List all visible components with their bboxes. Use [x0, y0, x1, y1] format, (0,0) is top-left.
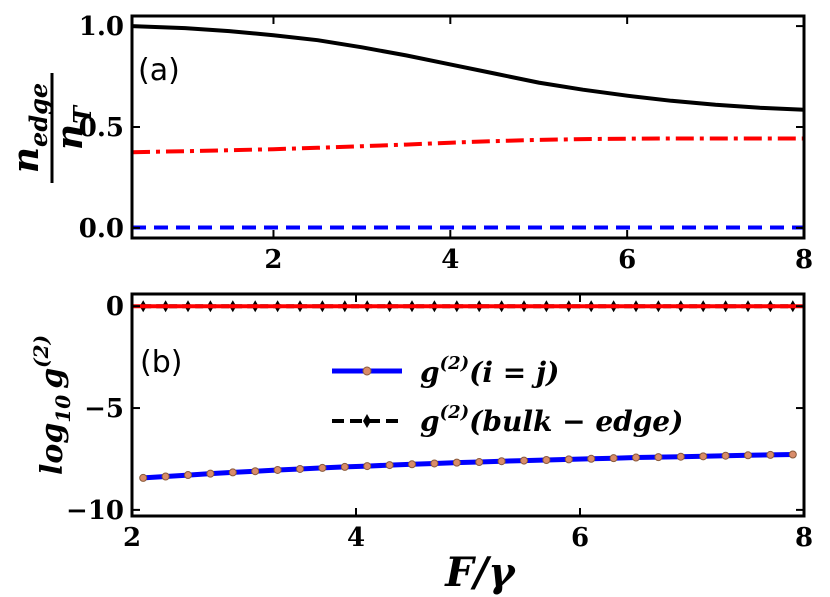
data-point-marker	[699, 452, 708, 461]
series-line-0-1	[131, 136, 804, 155]
legend-label-g2-i-eq-j: g(2)(i = j)	[420, 353, 559, 389]
data-point-marker	[206, 469, 215, 478]
data-point-marker	[363, 462, 372, 471]
series-line-0-0	[131, 24, 805, 112]
panel-a-ylabel-denominator: nT	[49, 104, 97, 150]
panel-b-ticks: 2 4 6 8 0 −5 −10	[66, 292, 813, 553]
data-point-marker	[452, 458, 461, 467]
data-point-marker	[296, 464, 304, 473]
data-point-marker	[744, 451, 752, 460]
y-tick-label: 0	[106, 292, 124, 322]
data-point-marker	[385, 461, 394, 470]
data-point-marker	[609, 454, 618, 463]
data-point-marker	[475, 458, 484, 467]
data-point-marker	[564, 455, 573, 464]
y-tick-label: 1.0	[79, 12, 124, 42]
data-point-marker	[273, 465, 282, 474]
data-point-marker	[430, 459, 439, 468]
y-tick-label: −10	[66, 496, 124, 526]
data-point-marker	[184, 471, 192, 480]
x-tick-label: 6	[571, 523, 589, 553]
x-tick-label: 2	[264, 245, 282, 275]
data-point-marker	[497, 457, 506, 466]
legend-swatch-diamond	[363, 414, 371, 428]
panel-b-frame	[130, 292, 806, 518]
panel-b-ylabel-text: log10g(2)	[29, 335, 75, 475]
data-point-marker	[318, 463, 327, 472]
data-point-marker	[139, 473, 148, 482]
x-tick-label: 4	[347, 523, 365, 553]
panel-b-series	[132, 300, 804, 482]
data-point-marker	[228, 468, 237, 477]
x-tick-label: 8	[795, 523, 813, 553]
data-point-marker	[542, 455, 551, 464]
data-point-marker	[520, 456, 528, 465]
x-tick-label: 4	[441, 245, 459, 275]
data-point-marker	[340, 462, 349, 471]
data-point-marker	[676, 452, 685, 461]
panel-b-label: (b)	[140, 345, 182, 380]
legend-swatch-marker	[362, 366, 372, 376]
legend-label-g2-bulk-edge: g(2)(bulk − edge)	[420, 402, 683, 438]
y-tick-label: −5	[84, 394, 124, 424]
panel-a-ylabel: nedge nT	[5, 73, 97, 183]
panel-b: 2 4 6 8 0 −5 −10 (b) log10g(2) F/γ g(2)(i = j)…	[29, 292, 813, 596]
panel-b-ylabel: log10g(2)	[29, 335, 75, 475]
panel-a-ylabel-numerator: nedge	[5, 83, 53, 173]
data-point-marker	[408, 460, 416, 469]
legend-entry-g2-i-eq-j: g(2)(i = j)	[332, 353, 559, 389]
panel-a-ticks: 2 4 6 8 0.0 0.5 1.0	[79, 12, 813, 275]
data-point-marker	[788, 450, 797, 459]
series-line-1-0	[143, 452, 793, 481]
x-tick-label: 2	[123, 523, 141, 553]
panel-b-xlabel: F/γ	[444, 549, 516, 596]
data-point-marker	[632, 453, 640, 462]
x-tick-label: 8	[795, 245, 813, 275]
data-point-marker	[766, 450, 775, 459]
legend: g(2)(i = j) g(2)(bulk − edge)	[332, 353, 683, 438]
data-point-marker	[161, 472, 170, 481]
legend-entry-g2-bulk-edge: g(2)(bulk − edge)	[332, 402, 683, 438]
panel-a-label: (a)	[138, 53, 180, 88]
data-point-marker	[654, 453, 663, 462]
y-tick-label: 0.0	[79, 214, 124, 244]
panel-a-series	[131, 24, 805, 230]
data-point-marker	[587, 454, 596, 463]
data-point-marker	[251, 467, 260, 476]
panel-a: 2 4 6 8 0.0 0.5 1.0 (a) nedge nT	[5, 12, 813, 275]
x-tick-label: 6	[618, 245, 636, 275]
y-tick-label: 0.5	[79, 113, 124, 143]
panel-a-frame	[130, 14, 806, 240]
data-point-marker	[721, 451, 730, 460]
